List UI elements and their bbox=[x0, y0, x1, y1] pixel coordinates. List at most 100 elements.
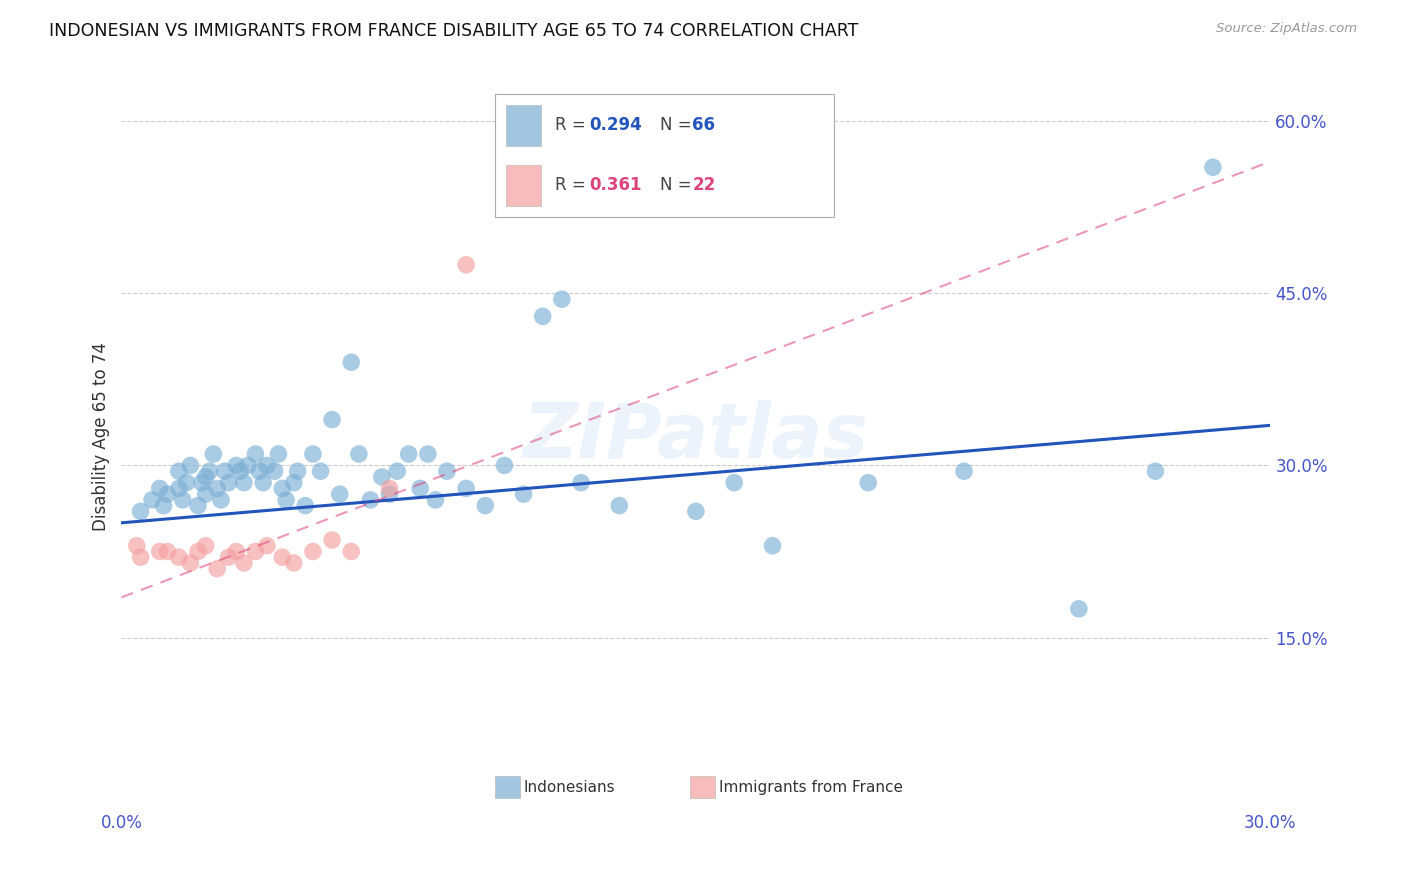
Point bbox=[398, 447, 420, 461]
Point bbox=[723, 475, 745, 490]
Y-axis label: Disability Age 65 to 74: Disability Age 65 to 74 bbox=[93, 343, 110, 532]
Point bbox=[321, 412, 343, 426]
Point bbox=[229, 464, 252, 478]
Point bbox=[607, 499, 630, 513]
Point bbox=[187, 499, 209, 513]
Point bbox=[569, 475, 592, 490]
Point bbox=[198, 464, 221, 478]
Point bbox=[283, 556, 305, 570]
Point bbox=[233, 556, 256, 570]
Text: 22: 22 bbox=[693, 176, 716, 194]
Point bbox=[953, 464, 976, 478]
Point bbox=[202, 447, 225, 461]
Point bbox=[494, 194, 516, 209]
Point bbox=[225, 458, 247, 473]
Point bbox=[274, 492, 297, 507]
Point bbox=[179, 556, 201, 570]
Point bbox=[167, 464, 190, 478]
Point bbox=[1144, 464, 1167, 478]
Point bbox=[347, 447, 370, 461]
Point bbox=[245, 544, 267, 558]
Text: Source: ZipAtlas.com: Source: ZipAtlas.com bbox=[1216, 22, 1357, 36]
Point bbox=[302, 544, 325, 558]
Text: ZIPatlas: ZIPatlas bbox=[523, 400, 869, 474]
Point bbox=[209, 492, 232, 507]
Point bbox=[425, 492, 447, 507]
Point bbox=[416, 447, 439, 461]
Point bbox=[378, 482, 401, 496]
Point bbox=[271, 482, 294, 496]
Point bbox=[340, 355, 363, 369]
Text: R =: R = bbox=[554, 116, 591, 134]
Point bbox=[1202, 161, 1225, 175]
Point bbox=[129, 550, 152, 565]
Point bbox=[267, 447, 290, 461]
Text: Indonesians: Indonesians bbox=[523, 780, 616, 795]
Text: Immigrants from France: Immigrants from France bbox=[718, 780, 903, 795]
Point bbox=[194, 487, 217, 501]
Bar bbox=[690, 776, 716, 798]
Text: 0.361: 0.361 bbox=[589, 176, 641, 194]
Point bbox=[378, 487, 401, 501]
Text: 66: 66 bbox=[693, 116, 716, 134]
Point bbox=[256, 539, 278, 553]
Point bbox=[167, 550, 190, 565]
Point bbox=[167, 482, 190, 496]
Point bbox=[205, 482, 228, 496]
Point bbox=[156, 544, 179, 558]
Point bbox=[531, 310, 554, 324]
Text: INDONESIAN VS IMMIGRANTS FROM FRANCE DISABILITY AGE 65 TO 74 CORRELATION CHART: INDONESIAN VS IMMIGRANTS FROM FRANCE DIS… bbox=[49, 22, 859, 40]
Point bbox=[409, 482, 432, 496]
Point bbox=[359, 492, 381, 507]
Point bbox=[858, 475, 880, 490]
Point bbox=[141, 492, 163, 507]
Point bbox=[218, 475, 240, 490]
Point bbox=[283, 475, 305, 490]
Point bbox=[294, 499, 316, 513]
Point bbox=[218, 550, 240, 565]
Point bbox=[129, 504, 152, 518]
Point bbox=[194, 539, 217, 553]
Point bbox=[125, 539, 148, 553]
Point bbox=[256, 458, 278, 473]
Point bbox=[385, 464, 408, 478]
Point bbox=[225, 544, 247, 558]
Text: 0.294: 0.294 bbox=[589, 116, 641, 134]
Point bbox=[512, 487, 534, 501]
Point bbox=[179, 458, 201, 473]
Point bbox=[302, 447, 325, 461]
Point bbox=[194, 470, 217, 484]
Point bbox=[340, 544, 363, 558]
Point bbox=[321, 533, 343, 547]
Point bbox=[685, 504, 707, 518]
Bar bbox=[495, 776, 520, 798]
Point bbox=[309, 464, 332, 478]
Point bbox=[456, 482, 478, 496]
Point bbox=[236, 458, 259, 473]
Point bbox=[436, 464, 458, 478]
Point bbox=[172, 492, 194, 507]
Point bbox=[214, 464, 236, 478]
Point bbox=[191, 475, 214, 490]
Point bbox=[149, 544, 172, 558]
Point bbox=[456, 258, 478, 272]
Point bbox=[329, 487, 352, 501]
Point bbox=[1067, 602, 1090, 616]
Point bbox=[156, 487, 179, 501]
Point bbox=[287, 464, 309, 478]
Point bbox=[233, 475, 256, 490]
Point bbox=[761, 539, 783, 553]
Point bbox=[245, 447, 267, 461]
Point bbox=[187, 544, 209, 558]
Point bbox=[263, 464, 285, 478]
Point bbox=[551, 292, 574, 306]
Text: N =: N = bbox=[661, 176, 697, 194]
Text: R =: R = bbox=[554, 176, 591, 194]
Point bbox=[176, 475, 198, 490]
Point bbox=[247, 464, 270, 478]
Point bbox=[149, 482, 172, 496]
Point bbox=[271, 550, 294, 565]
FancyBboxPatch shape bbox=[495, 94, 834, 217]
Point bbox=[494, 458, 516, 473]
Bar bbox=[506, 105, 541, 146]
